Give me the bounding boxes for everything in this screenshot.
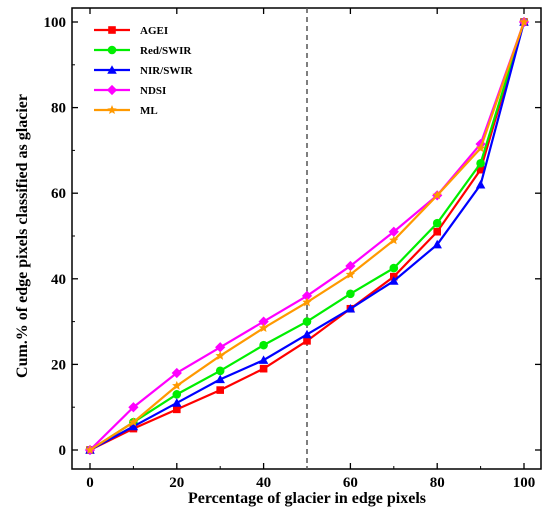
data-point-red-swir: [389, 263, 399, 273]
legend-marker-red-swir: [107, 45, 117, 55]
data-point-ndsi: [388, 226, 399, 237]
data-point-nir-swir: [258, 355, 269, 364]
data-point-ml: [128, 417, 139, 427]
data-point-red-swir: [215, 366, 225, 376]
x-tick-label: 100: [513, 475, 536, 491]
legend-marker-nir-swir: [107, 65, 117, 74]
data-point-agei: [216, 386, 224, 394]
data-point-nir-swir: [345, 304, 356, 313]
data-point-ml: [172, 380, 182, 390]
data-point-ml: [258, 323, 269, 333]
data-point-nir-swir: [128, 421, 139, 431]
data-point-red-swir: [172, 390, 182, 399]
legend-marker-ml: [107, 105, 117, 114]
legend-label-ml: ML: [140, 105, 158, 117]
x-tick-label: 40: [256, 475, 271, 491]
data-point-ndsi: [215, 342, 226, 353]
y-tick-label: 100: [44, 15, 67, 31]
data-point-ml: [432, 190, 442, 200]
data-point-ndsi: [171, 367, 182, 379]
y-axis-title: Cum.% of edge pixels classified as glaci…: [14, 94, 31, 378]
legend-label-red-swir: Red/SWIR: [140, 45, 192, 57]
data-point-nir-swir: [172, 398, 182, 407]
data-point-ml: [389, 235, 399, 245]
data-point-agei: [433, 227, 441, 236]
legend-label-agei: AGEI: [140, 25, 168, 37]
data-point-ml: [215, 350, 225, 360]
data-point-ml: [302, 297, 312, 307]
legend-label-ndsi: NDSI: [140, 85, 166, 97]
data-point-ndsi: [301, 290, 313, 302]
data-point-agei: [476, 165, 485, 174]
y-tick-label: 40: [51, 272, 66, 288]
data-point-nir-swir: [432, 239, 442, 249]
data-point-ml: [519, 17, 529, 26]
data-point-ml: [345, 269, 356, 279]
data-point-red-swir: [346, 289, 355, 299]
data-point-agei: [303, 337, 311, 345]
data-point-red-swir: [432, 218, 442, 228]
y-tick-label: 80: [51, 101, 66, 117]
legend-marker-agei: [108, 26, 116, 34]
legend-marker-ndsi: [106, 84, 118, 96]
data-point-red-swir: [302, 317, 312, 326]
data-point-nir-swir: [302, 329, 312, 339]
data-point-ml: [475, 143, 486, 153]
y-tick-label: 0: [59, 443, 67, 459]
y-tick-label: 20: [51, 357, 66, 373]
plot-area: 0 20 40 60 80 100 0 20 40 60 80 100 AGEI Red/SWIR NIR/…: [44, 7, 542, 491]
data-point-ndsi: [128, 402, 139, 413]
x-tick-label: 0: [86, 475, 94, 491]
data-point-nir-swir: [389, 276, 399, 285]
data-point-red-swir: [476, 158, 485, 168]
data-point-ndsi: [345, 260, 356, 272]
data-point-ml: [85, 445, 95, 454]
data-point-nir-swir: [215, 374, 225, 384]
x-tick-label: 20: [169, 475, 184, 491]
data-point-agei: [173, 405, 181, 414]
x-tick-label: 80: [430, 475, 445, 491]
data-point-agei: [259, 364, 268, 373]
data-point-ndsi: [258, 316, 269, 327]
x-tick-label: 60: [343, 475, 358, 491]
y-tick-label: 60: [51, 186, 66, 202]
data-point-nir-swir: [475, 179, 486, 189]
legend-label-nir-swir: NIR/SWIR: [140, 65, 194, 77]
data-point-red-swir: [259, 340, 268, 350]
x-axis-title: Percentage of glacier in edge pixels: [188, 490, 426, 507]
